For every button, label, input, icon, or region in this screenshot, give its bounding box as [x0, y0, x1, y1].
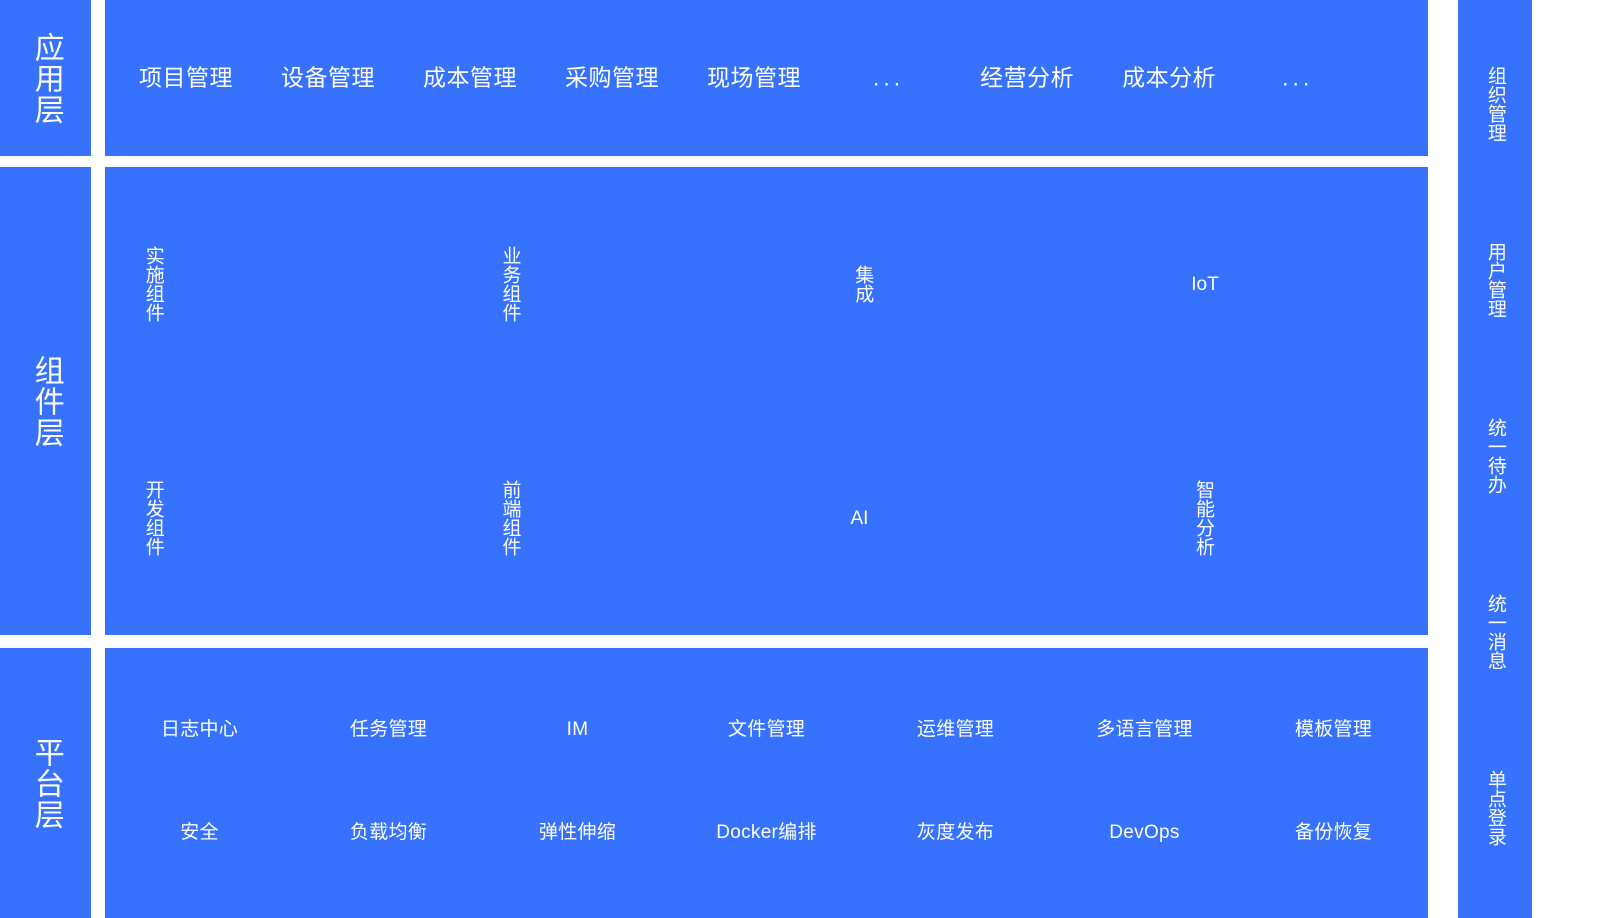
- platform-item-backup-recovery[interactable]: 备份恢复: [1294, 822, 1373, 843]
- layer-label-application: 应用层: [0, 0, 91, 156]
- component-item-business-label: 业务组件: [499, 246, 521, 322]
- app-item-ellipsis-left: ...: [873, 64, 905, 91]
- platform-layer-panel: 日志中心 任务管理 IM 文件管理 运维管理 多语言管理 模板管理 安全 负载均…: [105, 648, 1428, 918]
- platform-item-multilingual-management[interactable]: 多语言管理: [1096, 719, 1193, 740]
- layer-label-platform: 平台层: [0, 648, 91, 918]
- platform-item-security[interactable]: 安全: [180, 822, 219, 843]
- component-item-frontend[interactable]: 前端组件: [436, 401, 767, 635]
- sidebar-item-unified-message[interactable]: 统一消息: [1484, 594, 1506, 670]
- app-item-ellipsis-right: ...: [1282, 64, 1314, 91]
- layer-label-platform-text: 平台层: [29, 736, 63, 830]
- layer-label-application-text: 应用层: [29, 31, 63, 125]
- component-item-iot[interactable]: IoT: [1097, 167, 1428, 401]
- sidebar-item-single-sign-on[interactable]: 单点登录: [1484, 770, 1506, 846]
- component-item-ai[interactable]: AI: [767, 401, 1098, 635]
- platform-item-im[interactable]: IM: [566, 719, 589, 740]
- component-item-implementation[interactable]: 实施组件: [105, 167, 436, 401]
- platform-item-log-center[interactable]: 日志中心: [160, 719, 239, 740]
- component-item-ai-label: AI: [850, 507, 869, 529]
- platform-item-file-management[interactable]: 文件管理: [727, 719, 806, 740]
- sidebar-item-unified-todo[interactable]: 统一待办: [1484, 418, 1506, 494]
- platform-item-docker-orchestration[interactable]: Docker编排: [716, 822, 817, 843]
- layer-label-component-text: 组件层: [29, 354, 63, 448]
- component-item-intelligent-analysis-label: 智能分析: [1193, 480, 1215, 556]
- component-item-development[interactable]: 开发组件: [105, 401, 436, 635]
- component-item-frontend-label: 前端组件: [499, 480, 521, 556]
- platform-item-load-balancing[interactable]: 负载均衡: [349, 822, 428, 843]
- app-item-equipment-management[interactable]: 设备管理: [281, 64, 375, 91]
- component-item-implementation-label: 实施组件: [142, 246, 164, 322]
- layer-label-component: 组件层: [0, 167, 91, 635]
- app-item-cost-management[interactable]: 成本管理: [423, 64, 517, 91]
- component-item-business[interactable]: 业务组件: [436, 167, 767, 401]
- sidebar-item-organization-management[interactable]: 组织管理: [1484, 66, 1506, 142]
- component-layer-panel: 实施组件 业务组件 集成 IoT 开发组件 前端组件 AI 智能分析: [105, 167, 1428, 635]
- platform-item-gray-release[interactable]: 灰度发布: [916, 822, 995, 843]
- application-layer-items: 项目管理 设备管理 成本管理 采购管理 现场管理 ... 经营分析 成本分析 .…: [105, 64, 1428, 91]
- platform-item-task-management[interactable]: 任务管理: [349, 719, 428, 740]
- platform-layer-grid: 日志中心 任务管理 IM 文件管理 运维管理 多语言管理 模板管理 安全 负载均…: [105, 648, 1428, 918]
- component-item-integration-label: 集成: [852, 265, 874, 303]
- app-item-site-management[interactable]: 现场管理: [707, 64, 801, 91]
- sidebar-item-user-management[interactable]: 用户管理: [1484, 242, 1506, 318]
- app-item-cost-analysis[interactable]: 成本分析: [1122, 64, 1217, 91]
- cross-cutting-services-sidebar: 组织管理 用户管理 统一待办 统一消息 单点登录: [1458, 0, 1532, 918]
- platform-item-devops[interactable]: DevOps: [1109, 822, 1180, 843]
- application-layer-panel: 项目管理 设备管理 成本管理 采购管理 现场管理 ... 经营分析 成本分析 .…: [105, 0, 1428, 156]
- component-layer-grid: 实施组件 业务组件 集成 IoT 开发组件 前端组件 AI 智能分析: [105, 167, 1428, 635]
- platform-item-elastic-scaling[interactable]: 弹性伸缩: [538, 822, 617, 843]
- component-item-iot-label: IoT: [1191, 273, 1219, 295]
- component-item-intelligent-analysis[interactable]: 智能分析: [1097, 401, 1428, 635]
- app-item-project-management[interactable]: 项目管理: [139, 64, 233, 91]
- app-item-business-analysis[interactable]: 经营分析: [980, 64, 1075, 91]
- component-item-integration[interactable]: 集成: [767, 167, 1098, 401]
- platform-item-ops-management[interactable]: 运维管理: [916, 719, 995, 740]
- app-item-procurement-management[interactable]: 采购管理: [565, 64, 659, 91]
- component-item-development-label: 开发组件: [142, 480, 164, 556]
- platform-item-template-management[interactable]: 模板管理: [1294, 719, 1373, 740]
